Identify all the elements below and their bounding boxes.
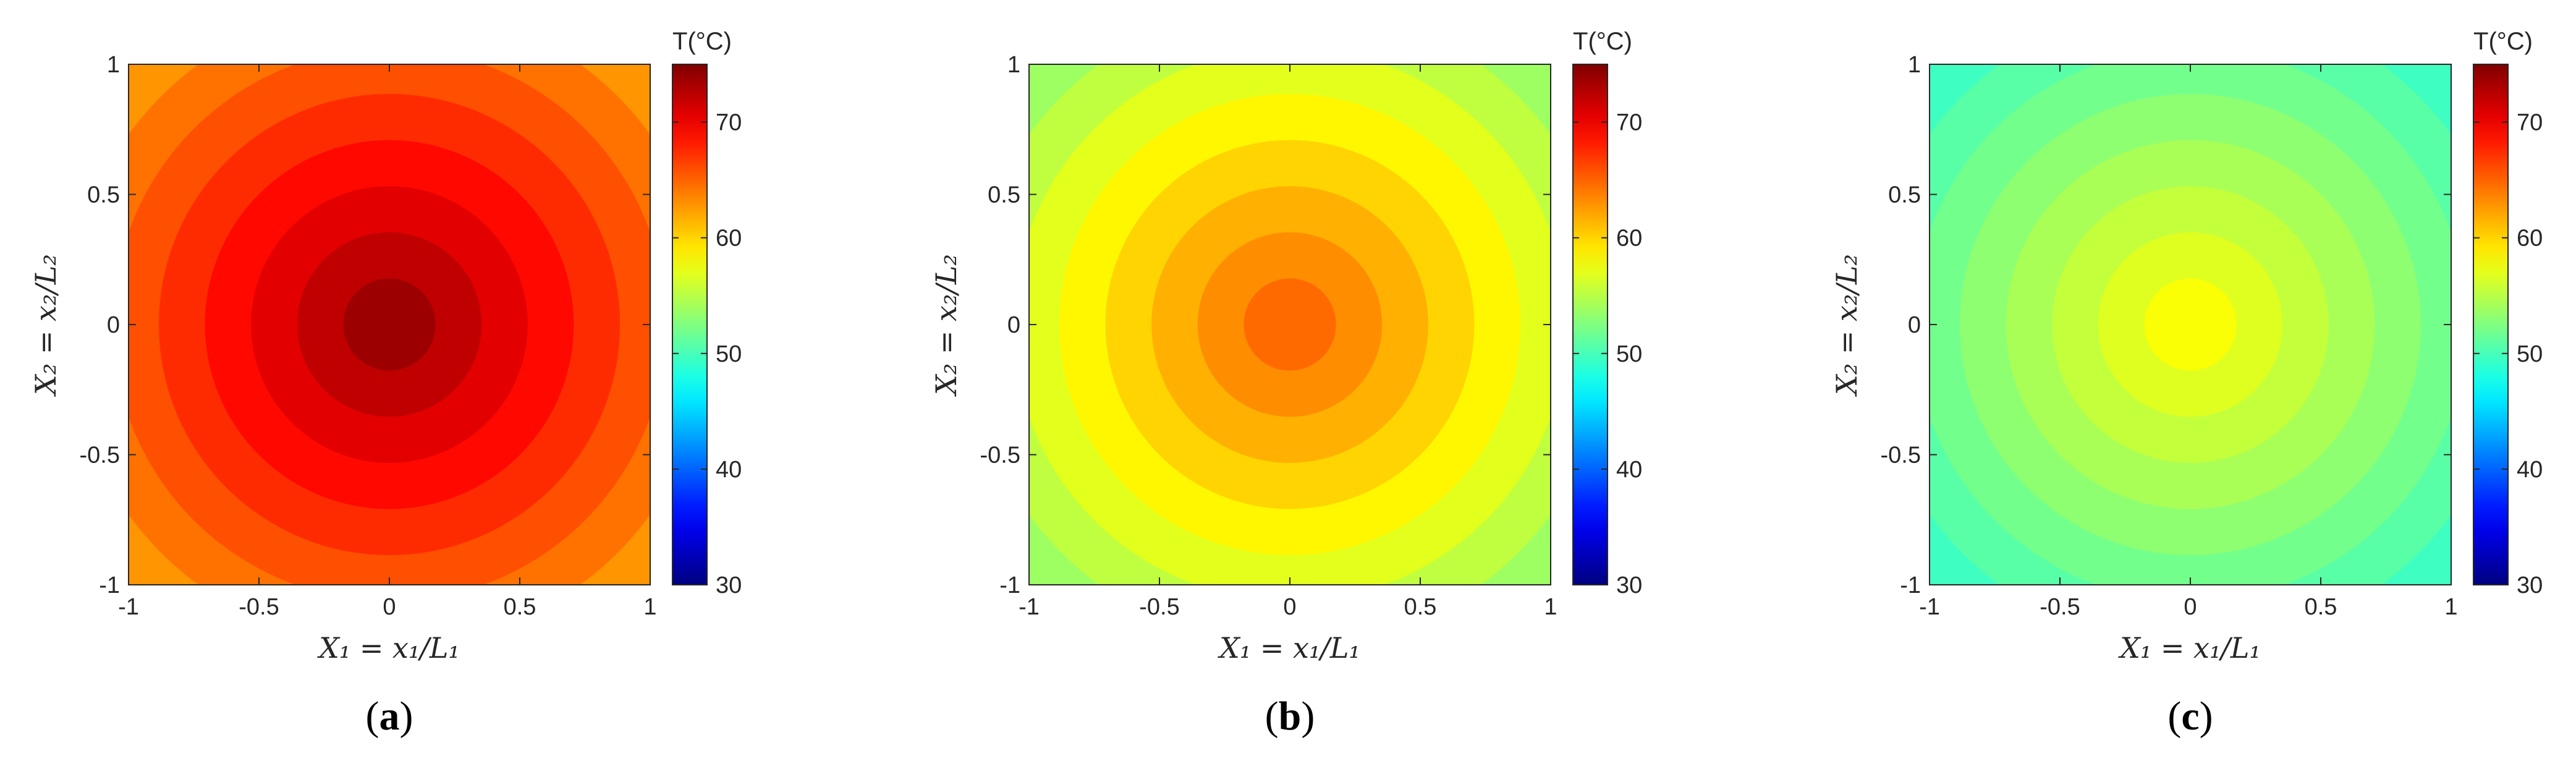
colorbar-tick-label: 60 [1616,226,1642,252]
y-axis-label: X₂ = x₂/L₂ [29,254,62,397]
contour-band-1 [1244,278,1336,371]
colorbar-tick-label: 70 [716,110,742,136]
y-tick-label: 1 [1007,52,1020,78]
contour-field [129,64,650,585]
panel-label: (c) [2167,694,2213,739]
x-tick-label: 1 [643,594,656,620]
y-tick-label: -0.5 [980,443,1020,469]
y-axis-label: X₂ = x₂/L₂ [930,254,963,397]
colorbar-tick-label: 40 [1616,457,1642,483]
colorbar-tick-label: 50 [1616,341,1642,367]
y-tick-label: 0 [107,312,120,338]
colorbar-tick-label: 30 [1616,572,1642,598]
panel-label: (b) [1265,694,1315,739]
x-tick-label: -0.5 [1139,594,1179,620]
x-tick-label: -0.5 [2040,594,2080,620]
x-tick-label: 0.5 [2305,594,2337,620]
y-tick-label: -1 [1900,572,1921,598]
colorbar [1572,64,1608,585]
colorbar-tick-label: 70 [2517,110,2543,136]
colorbar-title: T(°C) [2473,28,2533,55]
colorbar [2473,64,2509,585]
y-axis-label: X₂ = x₂/L₂ [1830,254,1863,397]
y-tick-label: 0 [1007,312,1020,338]
colorbar-title: T(°C) [1573,28,1632,55]
y-tick-label: -1 [999,572,1020,598]
colorbar-tick-label: 30 [2517,572,2543,598]
colorbar-tick-label: 40 [2517,457,2543,483]
contour-field [1930,64,2451,585]
contour-field [1029,64,1551,585]
colorbar-title: T(°C) [672,28,732,55]
colorbar-tick-label: 60 [2517,226,2543,252]
y-tick-label: 1 [1908,52,1921,78]
colorbar-tick-label: 50 [2517,341,2543,367]
x-tick-label: -0.5 [239,594,279,620]
y-tick-label: -0.5 [1881,443,1921,469]
x-tick-label: 1 [1544,594,1557,620]
y-tick-label: -1 [99,572,120,598]
y-tick-label: 1 [107,52,120,78]
colorbar-tick-label: 50 [716,341,742,367]
x-axis-label: X₁ = x₁/L₁ [2118,631,2261,665]
x-tick-label: -1 [1019,594,1040,620]
x-tick-label: 0 [383,594,396,620]
x-tick-label: 0 [1283,594,1296,620]
x-tick-label: 1 [2444,594,2457,620]
x-tick-label: 0 [2184,594,2197,620]
y-tick-label: 0 [1908,312,1921,338]
y-tick-label: 0.5 [988,182,1020,208]
contour-band-1 [2144,278,2237,371]
y-tick-label: -0.5 [80,443,120,469]
panel-a: -1 -0.5 0 0.5 1 -1 -0.5 0 0.5 1 X₁ = x₁/L₁ X₂ = x₂/… [29,28,742,739]
x-tick-label: 0.5 [504,594,536,620]
x-axis-label: X₁ = x₁/L₁ [1218,631,1360,665]
y-tick-label: 0.5 [87,182,120,208]
panel-c: -1 -0.5 0 0.5 1 -1 -0.5 0 0.5 1 X₁ = x₁/L₁ X₂ = x₂/… [1830,28,2543,739]
contour-band-1 [343,278,436,371]
colorbar [672,64,708,585]
colorbar-tick-label: 40 [716,457,742,483]
x-tick-label: -1 [118,594,139,620]
x-tick-label: -1 [1919,594,1940,620]
panel-label: (a) [366,694,413,739]
colorbar-tick-label: 60 [716,226,742,252]
y-tick-label: 0.5 [1888,182,1921,208]
x-axis-label: X₁ = x₁/L₁ [317,631,460,665]
panel-b: -1 -0.5 0 0.5 1 -1 -0.5 0 0.5 1 X₁ = x₁/L₁ X₂ = x₂/… [930,28,1642,739]
colorbar-tick-label: 70 [1616,110,1642,136]
x-tick-label: 0.5 [1404,594,1437,620]
colorbar-tick-label: 30 [716,572,742,598]
